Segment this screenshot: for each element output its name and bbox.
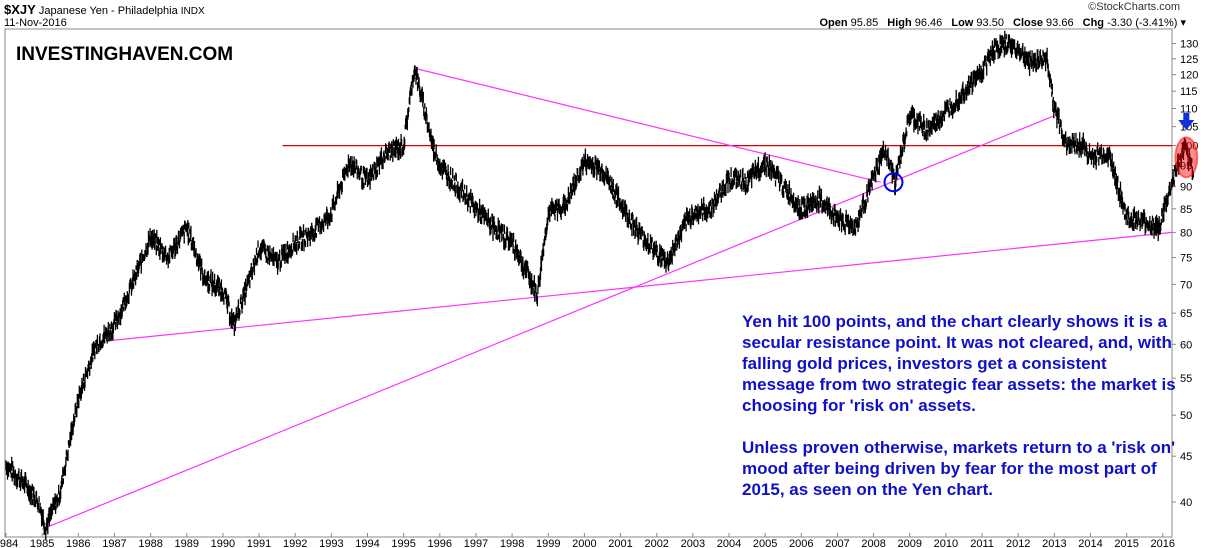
y-tick-label: 80 (1180, 227, 1192, 239)
y-tick-label: 55 (1180, 373, 1192, 385)
y-tick-label: 75 (1180, 252, 1192, 264)
x-tick-label: 1996 (428, 538, 452, 548)
exchange: INDX (180, 6, 205, 17)
plot-frame (4, 28, 1173, 538)
ohlc-readout: Open 95.85 High 96.46 Low 93.50 Close 93… (813, 16, 1186, 29)
y-tick-label: 85 (1180, 204, 1192, 216)
down-arrow-icon (1178, 113, 1195, 130)
x-tick-label: 2005 (753, 538, 777, 548)
x-tick-label: 1987 (102, 538, 126, 548)
x-tick-label: 1985 (30, 538, 54, 548)
x-tick-label: 2002 (644, 538, 668, 548)
trendline-support-1987-2016 (105, 231, 1173, 342)
x-tick-label: 1989 (175, 538, 199, 548)
x-tick-label: 1993 (319, 538, 343, 548)
x-tick-label: 2006 (789, 538, 813, 548)
y-tick-label: 70 (1180, 279, 1192, 291)
x-tick-label: 1997 (464, 538, 488, 548)
y-tick-label: 90 (1180, 182, 1192, 194)
x-tick-label: 1986 (66, 538, 90, 548)
y-tick-label: 125 (1180, 54, 1198, 66)
x-tick-label: 2016 (1151, 538, 1175, 548)
low-label: Low (951, 17, 974, 29)
x-tick-label: 1994 (355, 538, 379, 548)
price-bars (5, 30, 1195, 540)
x-tick-label: 2001 (608, 538, 632, 548)
x-tick-label: 2009 (898, 538, 922, 548)
y-tick-label: 60 (1180, 339, 1192, 351)
symbol: $XJY (4, 2, 36, 17)
x-tick-label: 1992 (283, 538, 307, 548)
open-value: 95.85 (850, 17, 879, 29)
triangle-down-icon[interactable]: ▾ (1180, 17, 1186, 29)
y-tick-label: 40 (1180, 497, 1192, 509)
chart-date: 11-Nov-2016 (4, 17, 67, 29)
x-tick-label: 1990 (211, 538, 235, 548)
x-tick-label: 2000 (572, 538, 596, 548)
x-tick-label: 1988 (138, 538, 162, 548)
trendline-downtrend-1995-2008 (414, 67, 881, 183)
watermark-brand: INVESTINGHAVEN.COM (16, 44, 234, 65)
instrument-name: Japanese Yen - Philadelphia (38, 5, 178, 17)
x-tick-label: 2010 (934, 538, 958, 548)
x-tick-label: 2011 (970, 538, 994, 548)
x-tick-label: 2014 (1078, 538, 1102, 548)
x-tick-label: 2003 (681, 538, 705, 548)
chart-title: $XJY Japanese Yen - Philadelphia INDX (4, 2, 205, 17)
y-tick-label: 130 (1180, 39, 1198, 51)
x-tick-label: 2004 (717, 538, 741, 548)
close-value: 93.66 (1046, 17, 1074, 29)
y-tick-label: 45 (1180, 451, 1192, 463)
x-tick-label: 2007 (825, 538, 849, 548)
open-label: Open (819, 17, 848, 29)
y-tick-label: 115 (1180, 86, 1198, 98)
y-tick-label: 120 (1180, 70, 1198, 82)
resistance-highlight-marker (1174, 136, 1199, 179)
x-tick-label: 1991 (247, 538, 271, 548)
low-value: 93.50 (976, 17, 1004, 29)
annotation-text: Yen hit 100 points, and the chart clearl… (742, 311, 1182, 521)
annotation-para-2: Unless proven otherwise, markets return … (742, 438, 1176, 499)
copyright: ©StockCharts.com (1088, 1, 1180, 13)
y-tick-label: 110 (1180, 104, 1198, 116)
high-label: High (887, 17, 912, 29)
y-tick-label: 50 (1180, 410, 1192, 422)
x-tick-label: 1998 (500, 538, 524, 548)
y-tick-label: 65 (1180, 308, 1192, 320)
x-tick-label: 2015 (1114, 538, 1138, 548)
chg-value: -3.30 (-3.41%) (1107, 17, 1178, 29)
breakout-circle-marker (883, 172, 904, 193)
high-value: 96.46 (914, 17, 943, 29)
x-tick-label: 1984 (0, 538, 18, 548)
close-label: Close (1013, 17, 1043, 29)
chg-label: Chg (1082, 17, 1105, 29)
x-tick-label: 2013 (1042, 538, 1066, 548)
x-tick-label: 1995 (391, 538, 415, 548)
annotation-para-1: Yen hit 100 points, and the chart clearl… (742, 312, 1176, 415)
x-tick-label: 2012 (1006, 538, 1030, 548)
x-tick-label: 1999 (536, 538, 560, 548)
x-tick-label: 2008 (861, 538, 885, 548)
